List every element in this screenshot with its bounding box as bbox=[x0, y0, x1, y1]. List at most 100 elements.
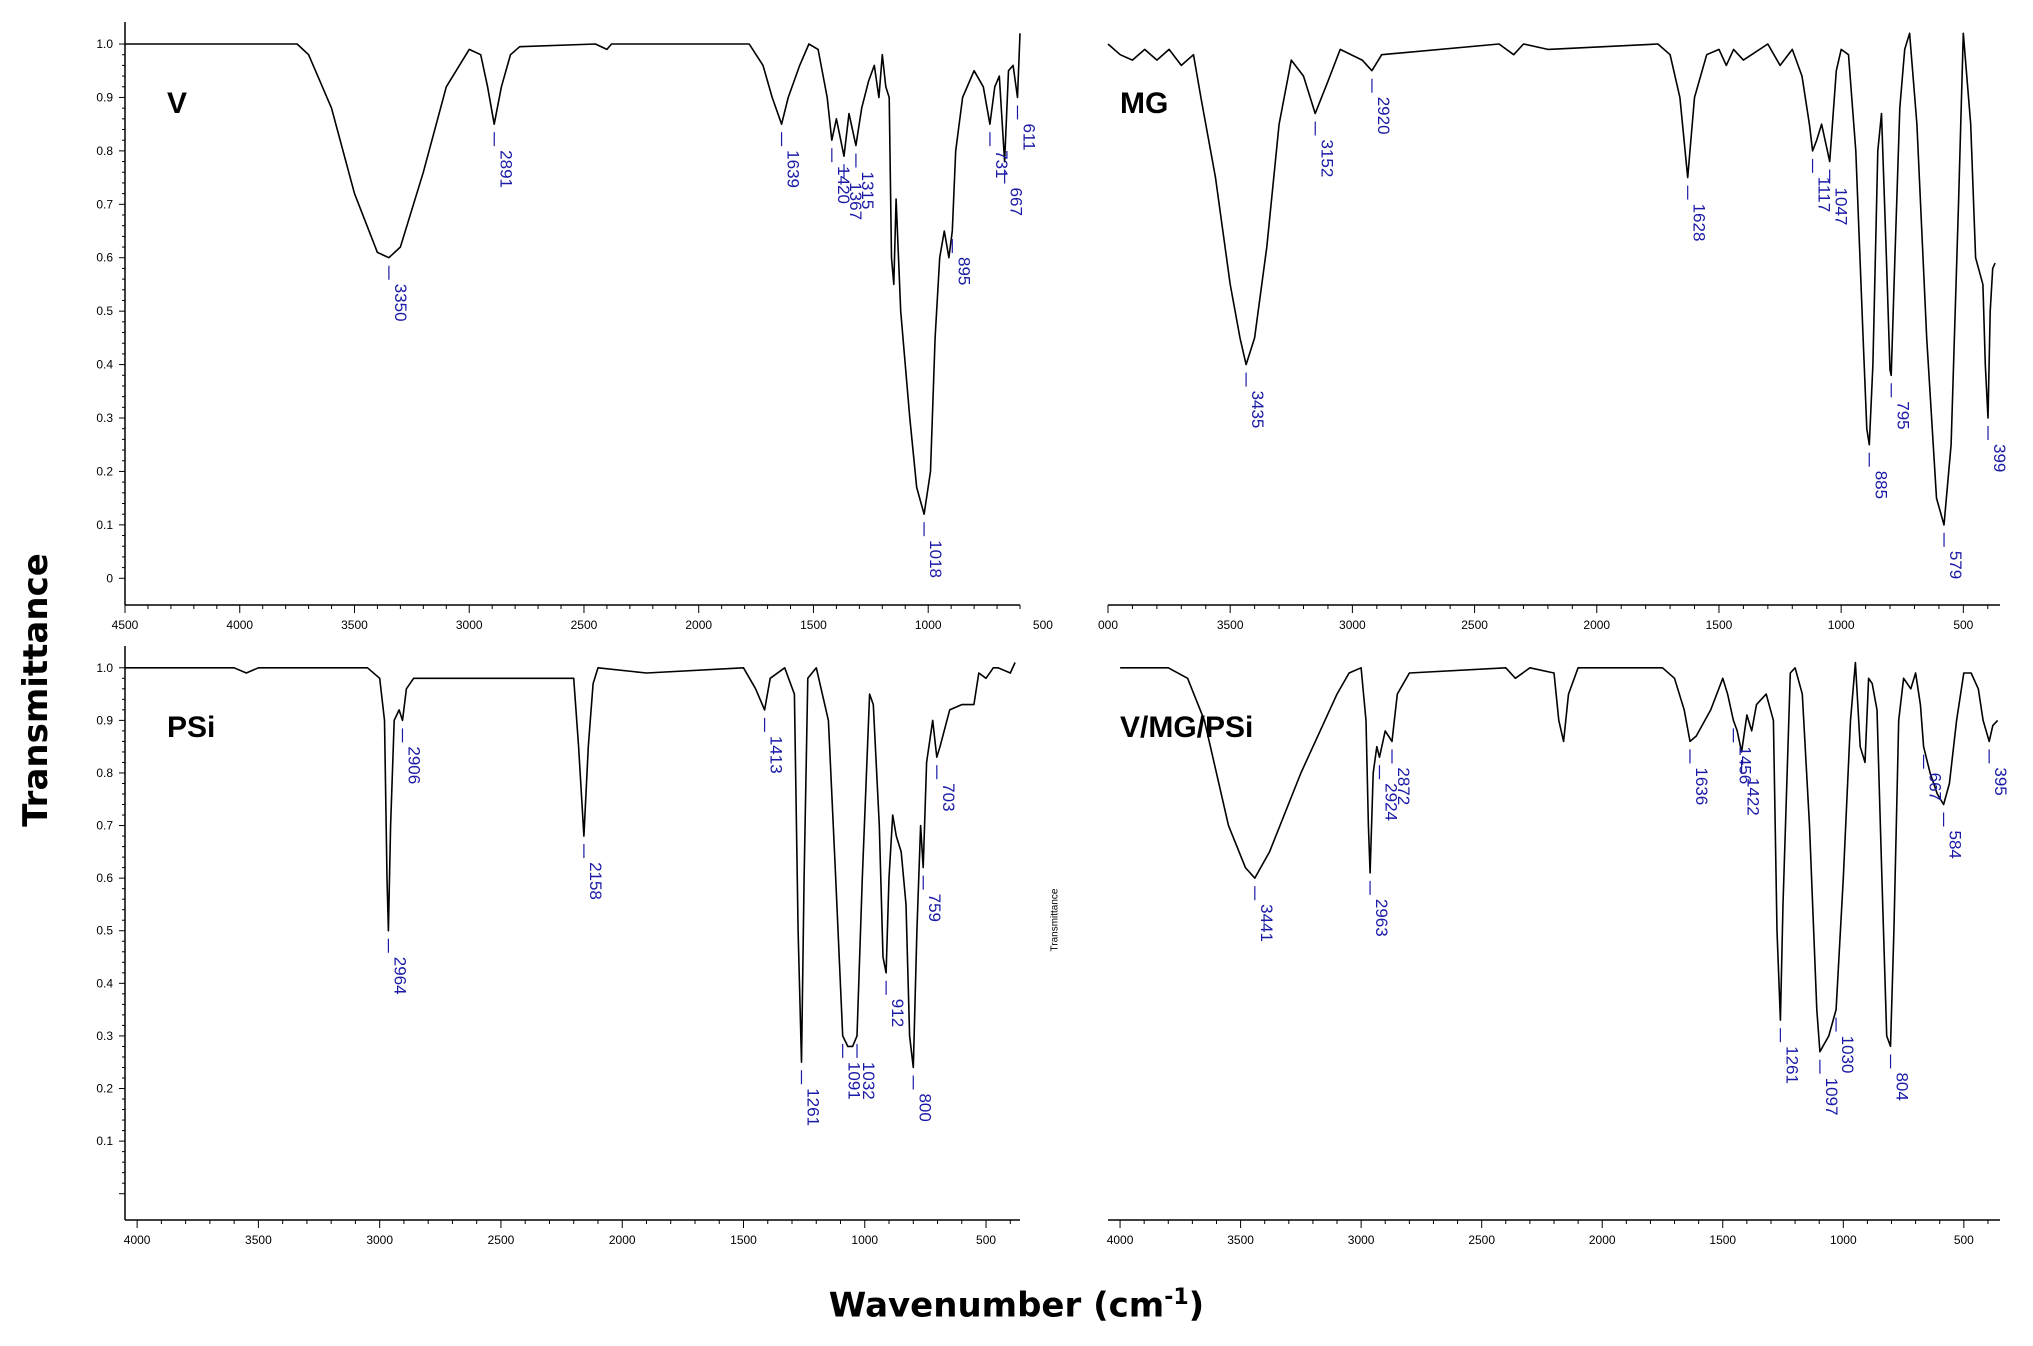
x-tick-label: 500 bbox=[1954, 1233, 1974, 1247]
peak-label: 3435 bbox=[1248, 391, 1267, 429]
peak-label: 2924 bbox=[1381, 783, 1400, 821]
x-tick-label: 500 bbox=[976, 1233, 996, 1247]
peak-label: 885 bbox=[1871, 471, 1890, 499]
peak-label: 1018 bbox=[926, 540, 945, 578]
peak-label: 2891 bbox=[496, 150, 515, 188]
peak-label: 1261 bbox=[1782, 1046, 1801, 1084]
y-tick-label: 0.3 bbox=[96, 1029, 113, 1043]
peak-label: 1097 bbox=[1822, 1078, 1841, 1116]
peak-label: 667 bbox=[1926, 773, 1945, 801]
y-tick-label: 0 bbox=[106, 571, 113, 585]
x-tick-label: 3500 bbox=[245, 1233, 272, 1247]
x-tick-label: 4000 bbox=[226, 618, 253, 632]
y-tick-label: 0.3 bbox=[96, 411, 113, 425]
spectrum-panel-4: 4000 3500 3000 2500 2000 1500 1000 500 V/MG/PSi 3… bbox=[1107, 661, 2010, 1247]
peak-label: 1422 bbox=[1744, 778, 1763, 816]
panel-title: V bbox=[167, 87, 187, 120]
x-tick-label: 2000 bbox=[609, 1233, 636, 1247]
x-tick-label: 1000 bbox=[851, 1233, 878, 1247]
y-tick-label: 0.6 bbox=[96, 871, 113, 885]
y-tick-label: 0.5 bbox=[96, 924, 113, 938]
x-tick-label: 1500 bbox=[1706, 618, 1733, 632]
panel-title: V/MG/PSi bbox=[1120, 711, 1253, 744]
spectrum-line bbox=[1120, 661, 1999, 1053]
peak-label: 795 bbox=[1893, 401, 1912, 429]
peak-label: 3441 bbox=[1257, 904, 1276, 942]
y-tick-label: 0.2 bbox=[96, 1082, 113, 1096]
x-tick-label: 4000 bbox=[1107, 1233, 1134, 1247]
y-axis-label: Transmittance bbox=[16, 553, 56, 827]
peak-label: 2872 bbox=[1394, 767, 1413, 805]
x-tick-label: 1000 bbox=[1830, 1233, 1857, 1247]
spectrum-line bbox=[125, 662, 1016, 1069]
peak-label: 1030 bbox=[1838, 1036, 1857, 1074]
peak-label: 3350 bbox=[391, 284, 410, 322]
y-tick-label: 0.5 bbox=[96, 304, 113, 318]
peak-label: 1628 bbox=[1690, 204, 1709, 242]
peak-label: 895 bbox=[954, 257, 973, 285]
x-tick-label: 000 bbox=[1098, 618, 1118, 632]
x-tick-label: 1500 bbox=[1709, 1233, 1736, 1247]
x-tick-label: 2500 bbox=[488, 1233, 515, 1247]
peak-label: 667 bbox=[1007, 188, 1026, 216]
x-tick-label: 1000 bbox=[1828, 618, 1855, 632]
x-tick-label: 3000 bbox=[366, 1233, 393, 1247]
peak-label: 2964 bbox=[390, 957, 409, 995]
x-tick-label: 500 bbox=[1033, 618, 1053, 632]
peak-label: 1413 bbox=[767, 736, 786, 774]
y-tick-label: 0.1 bbox=[96, 1134, 113, 1148]
spectrum-panel-1: 4500 4000 3500 3000 2500 2000 1500 1000 500 1.0 0.… bbox=[96, 22, 1053, 632]
peak-label: 584 bbox=[1946, 831, 1965, 859]
peak-label: 1367 bbox=[846, 182, 865, 220]
spectrum-panel-2: 000 3500 3000 2500 2000 1500 1000 500 MG 3435 3152… bbox=[1098, 32, 2009, 632]
y-tick-label: 0.7 bbox=[96, 819, 113, 833]
y-tick-label: 0.1 bbox=[96, 518, 113, 532]
x-tick-label: 2500 bbox=[571, 618, 598, 632]
peak-label: 399 bbox=[1990, 444, 2009, 472]
peak-label: 759 bbox=[925, 894, 944, 922]
peak-label: 1420 bbox=[834, 166, 853, 204]
x-tick-label: 3000 bbox=[456, 618, 483, 632]
peak-label: 2158 bbox=[586, 862, 605, 900]
y-tick-label: 0.7 bbox=[96, 197, 113, 211]
peak-label: 1456 bbox=[1735, 746, 1754, 784]
y-tick-label: 0.8 bbox=[96, 144, 113, 158]
x-tick-label: 2500 bbox=[1461, 618, 1488, 632]
x-tick-label: 2000 bbox=[1583, 618, 1610, 632]
y-tick-label: 0.4 bbox=[96, 358, 113, 372]
x-tick-label: 4000 bbox=[124, 1233, 151, 1247]
inner-y-label: Transmittance bbox=[1049, 888, 1061, 952]
peak-label: 800 bbox=[915, 1093, 934, 1121]
x-tick-label: 3000 bbox=[1339, 618, 1366, 632]
y-tick-label: 0.4 bbox=[96, 976, 113, 990]
y-tick-label: 0.8 bbox=[96, 766, 113, 780]
y-tick-label: 0.2 bbox=[96, 464, 113, 478]
peak-label: 912 bbox=[888, 999, 907, 1027]
peak-label: 1091 bbox=[845, 1062, 864, 1100]
x-tick-label: 2000 bbox=[685, 618, 712, 632]
x-tick-label: 1500 bbox=[800, 618, 827, 632]
peak-label: 703 bbox=[939, 783, 958, 811]
x-tick-label: 3500 bbox=[341, 618, 368, 632]
spectrum-line bbox=[1107, 32, 1996, 526]
y-tick-label: 0.6 bbox=[96, 251, 113, 265]
y-tick-label: 0.9 bbox=[96, 713, 113, 727]
peak-label: 1315 bbox=[858, 172, 877, 210]
peak-label: 3152 bbox=[1317, 139, 1336, 177]
y-tick-label: 0.9 bbox=[96, 90, 113, 104]
x-tick-label: 2500 bbox=[1468, 1233, 1495, 1247]
x-tick-label: 3500 bbox=[1227, 1233, 1254, 1247]
spectrum-panel-3: 4000 3500 3000 2500 2000 1500 1000 500 1.0 0.9 0.8… bbox=[96, 646, 1020, 1247]
x-tick-label: 1500 bbox=[730, 1233, 757, 1247]
x-tick-label: 1000 bbox=[915, 618, 942, 632]
peak-label: 1261 bbox=[803, 1088, 822, 1126]
peak-label: 1636 bbox=[1692, 767, 1711, 805]
x-tick-label: 2000 bbox=[1589, 1233, 1616, 1247]
peak-label: 1047 bbox=[1832, 188, 1851, 226]
peak-label: 1639 bbox=[784, 150, 803, 188]
peak-label: 1117 bbox=[1815, 177, 1834, 212]
y-tick-label: 1.0 bbox=[96, 37, 113, 51]
x-tick-label: 4500 bbox=[112, 618, 139, 632]
